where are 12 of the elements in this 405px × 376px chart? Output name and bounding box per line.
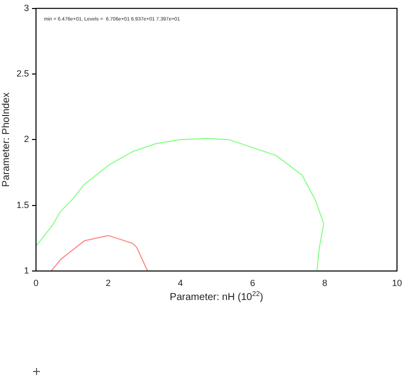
- y-tick-label: 2.5: [16, 68, 29, 79]
- x-tick-label: 8: [322, 278, 328, 288]
- y-axis-title: Parameter: PhoIndex: [0, 92, 12, 187]
- x-tick-label: 0: [33, 278, 39, 288]
- y-tick-label: 2: [24, 134, 29, 144]
- y-tick-label: 3: [24, 2, 29, 13]
- x-tick-label: 10: [392, 278, 402, 288]
- x-tick-label: 6: [250, 278, 256, 288]
- y-tick-label: 1: [24, 265, 29, 276]
- y-tick-label: 1.5: [16, 200, 29, 210]
- x-tick-label: 2: [106, 278, 111, 288]
- x-tick-label: 4: [178, 278, 183, 288]
